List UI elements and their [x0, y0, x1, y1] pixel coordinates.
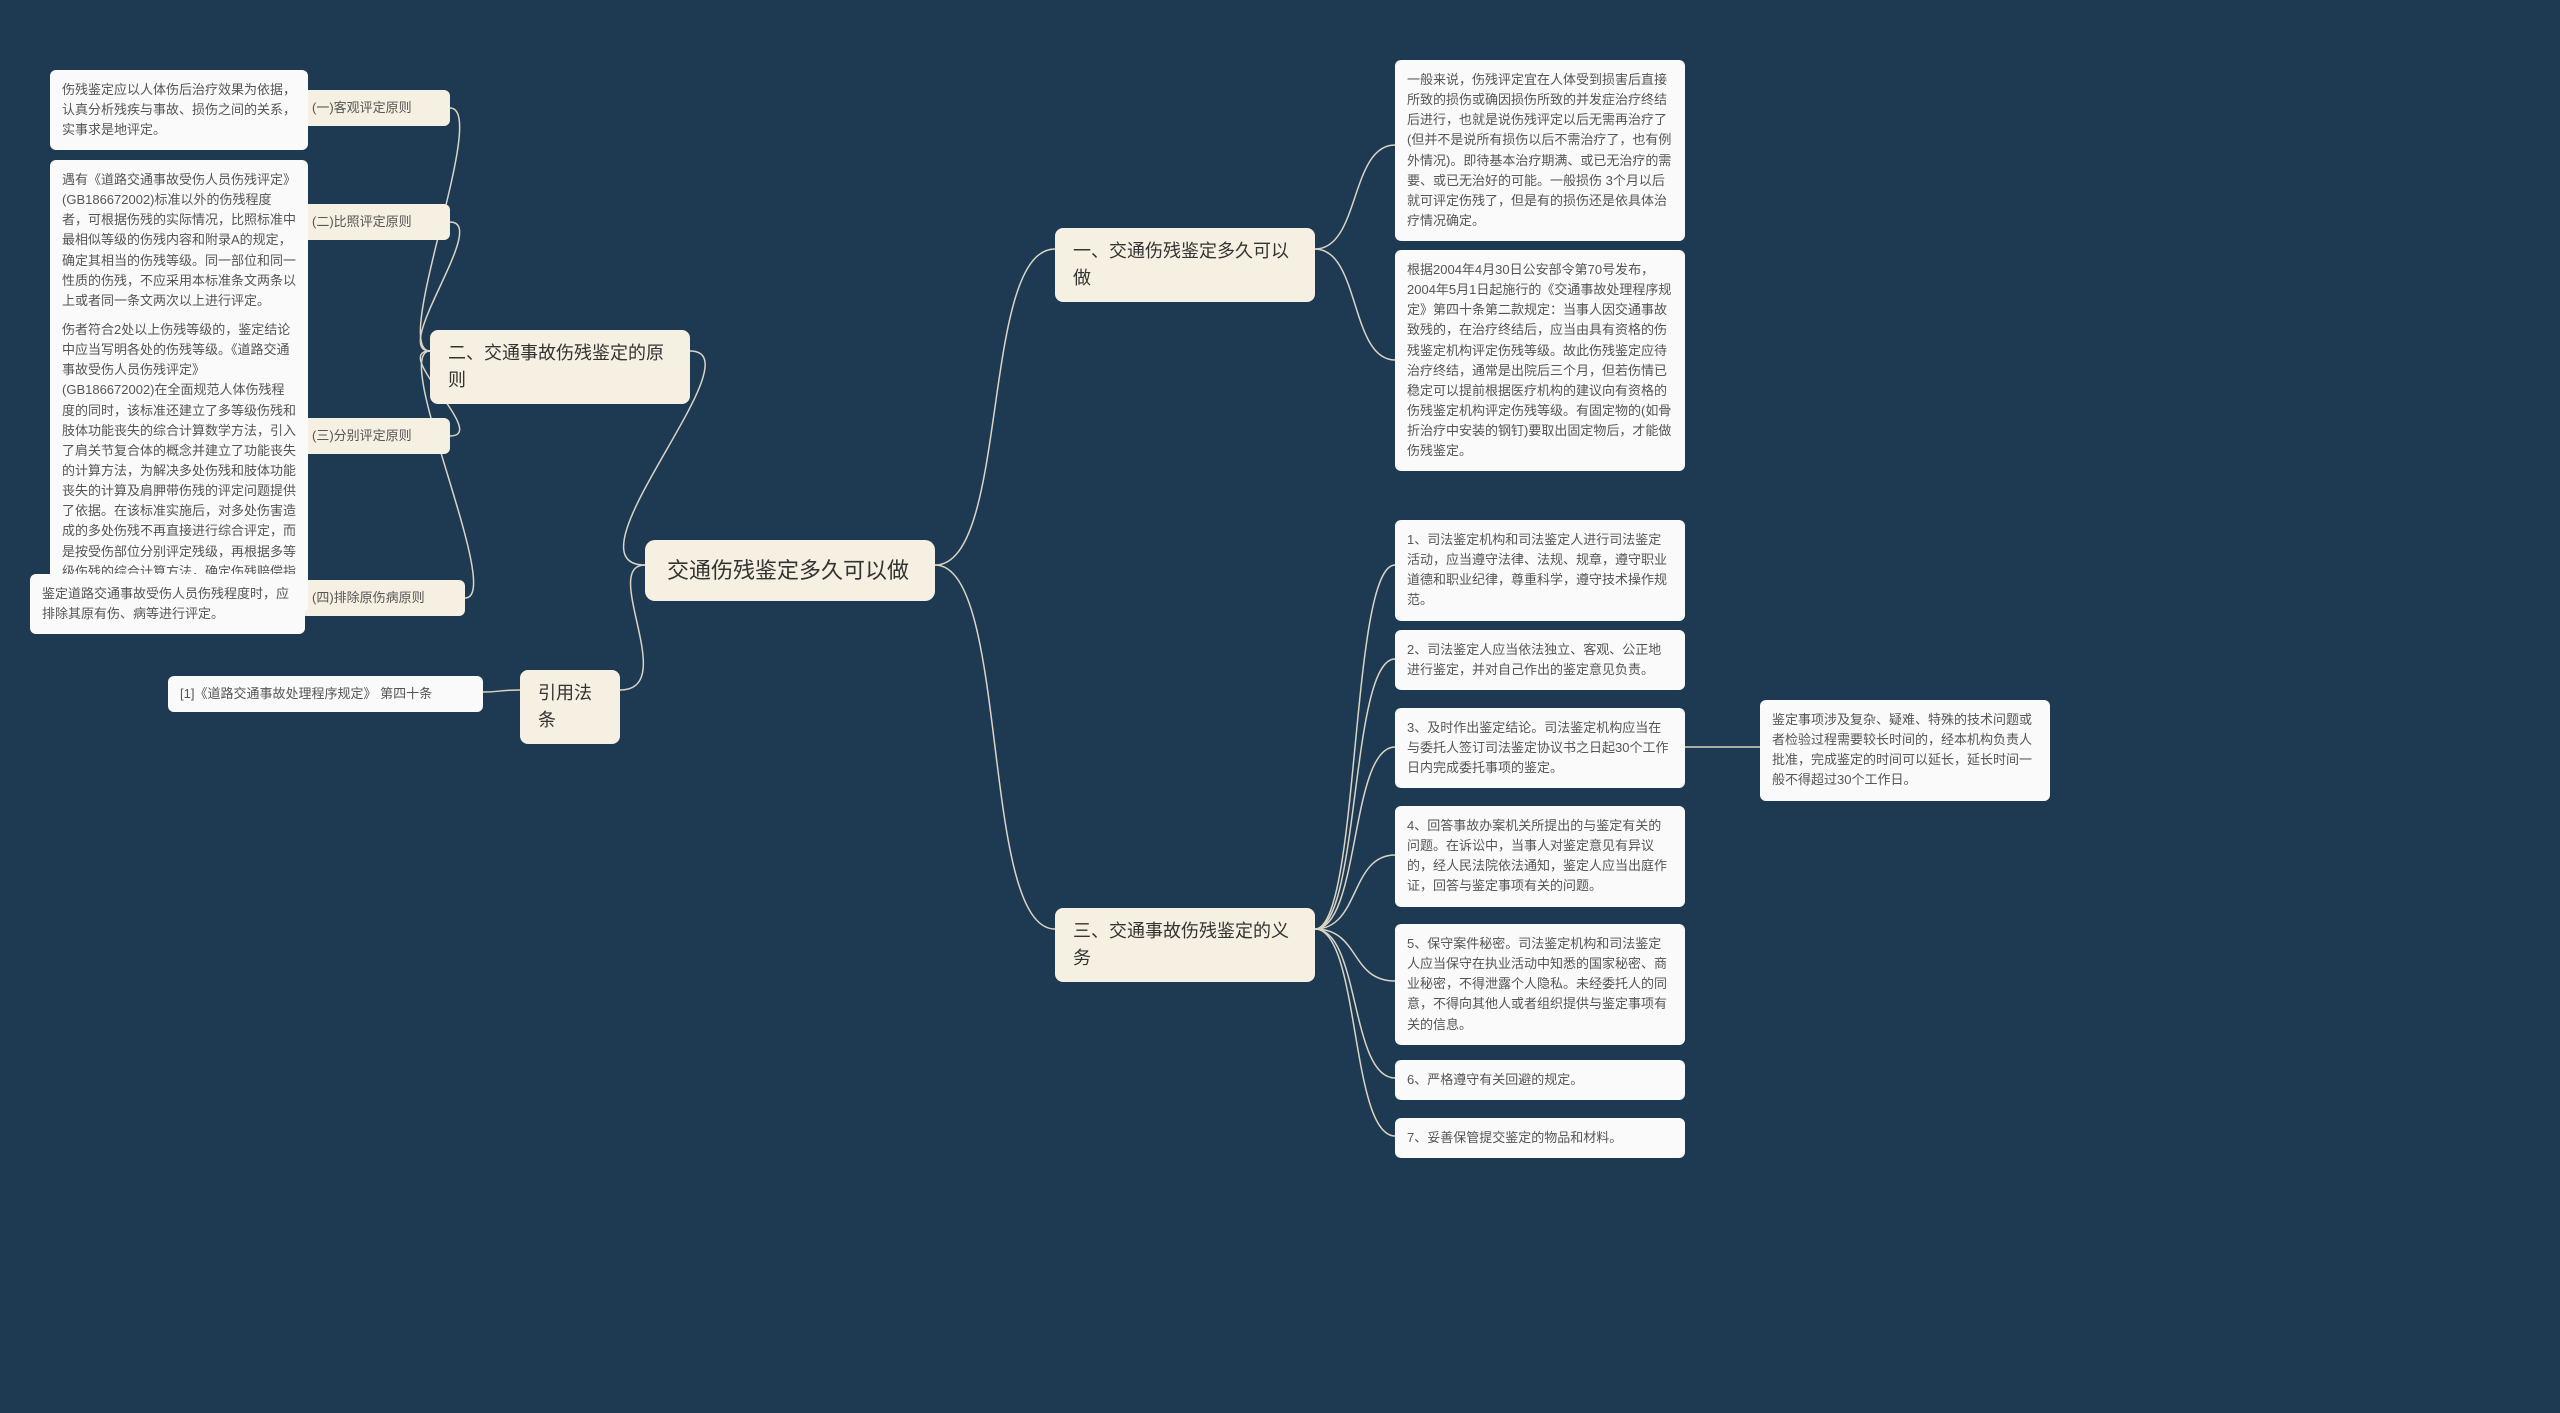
leaf-2-1: 伤残鉴定应以人体伤后治疗效果为依据，认真分析残疾与事故、损伤之间的关系，实事求是…	[50, 70, 308, 150]
root-node: 交通伤残鉴定多久可以做	[645, 540, 935, 601]
leaf-3-3: 3、及时作出鉴定结论。司法鉴定机构应当在与委托人签订司法鉴定协议书之日起30个工…	[1395, 708, 1685, 788]
leaf-1-1: 一般来说，伤残评定宜在人体受到损害后直接所致的损伤或确因损伤所致的并发症治疗终结…	[1395, 60, 1685, 241]
leaf-3-3b: 鉴定事项涉及复杂、疑难、特殊的技术问题或者检验过程需要较长时间的，经本机构负责人…	[1760, 700, 2050, 801]
leaf-3-6: 6、严格遵守有关回避的规定。	[1395, 1060, 1685, 1100]
sub-4: (四)排除原伤病原则	[300, 580, 465, 616]
leaf-2-2: 遇有《道路交通事故受伤人员伤残评定》(GB186672002)标准以外的伤残程度…	[50, 160, 308, 321]
branch-3: 三、交通事故伤残鉴定的义务	[1055, 908, 1315, 982]
branch-2: 二、交通事故伤残鉴定的原则	[430, 330, 690, 404]
leaf-1-2: 根据2004年4月30日公安部令第70号发布，2004年5月1日起施行的《交通事…	[1395, 250, 1685, 471]
leaf-3-2: 2、司法鉴定人应当依法独立、客观、公正地进行鉴定，并对自己作出的鉴定意见负责。	[1395, 630, 1685, 690]
leaf-3-7: 7、妥善保管提交鉴定的物品和材料。	[1395, 1118, 1685, 1158]
branch-1: 一、交通伤残鉴定多久可以做	[1055, 228, 1315, 302]
sub-3: (三)分别评定原则	[300, 418, 450, 454]
leaf-2-3: 伤者符合2处以上伤残等级的，鉴定结论中应当写明各处的伤残等级。《道路交通事故受伤…	[50, 310, 308, 612]
sub-1: (一)客观评定原则	[300, 90, 450, 126]
leaf-ref: [1]《道路交通事故处理程序规定》 第四十条	[168, 676, 483, 712]
sub-2: (二)比照评定原则	[300, 204, 450, 240]
branch-ref: 引用法条	[520, 670, 620, 744]
leaf-2-4: 鉴定道路交通事故受伤人员伤残程度时，应排除其原有伤、病等进行评定。	[30, 574, 305, 634]
leaf-3-4: 4、回答事故办案机关所提出的与鉴定有关的问题。在诉讼中，当事人对鉴定意见有异议的…	[1395, 806, 1685, 907]
leaf-3-1: 1、司法鉴定机构和司法鉴定人进行司法鉴定活动，应当遵守法律、法规、规章，遵守职业…	[1395, 520, 1685, 621]
leaf-3-5: 5、保守案件秘密。司法鉴定机构和司法鉴定人应当保守在执业活动中知悉的国家秘密、商…	[1395, 924, 1685, 1045]
